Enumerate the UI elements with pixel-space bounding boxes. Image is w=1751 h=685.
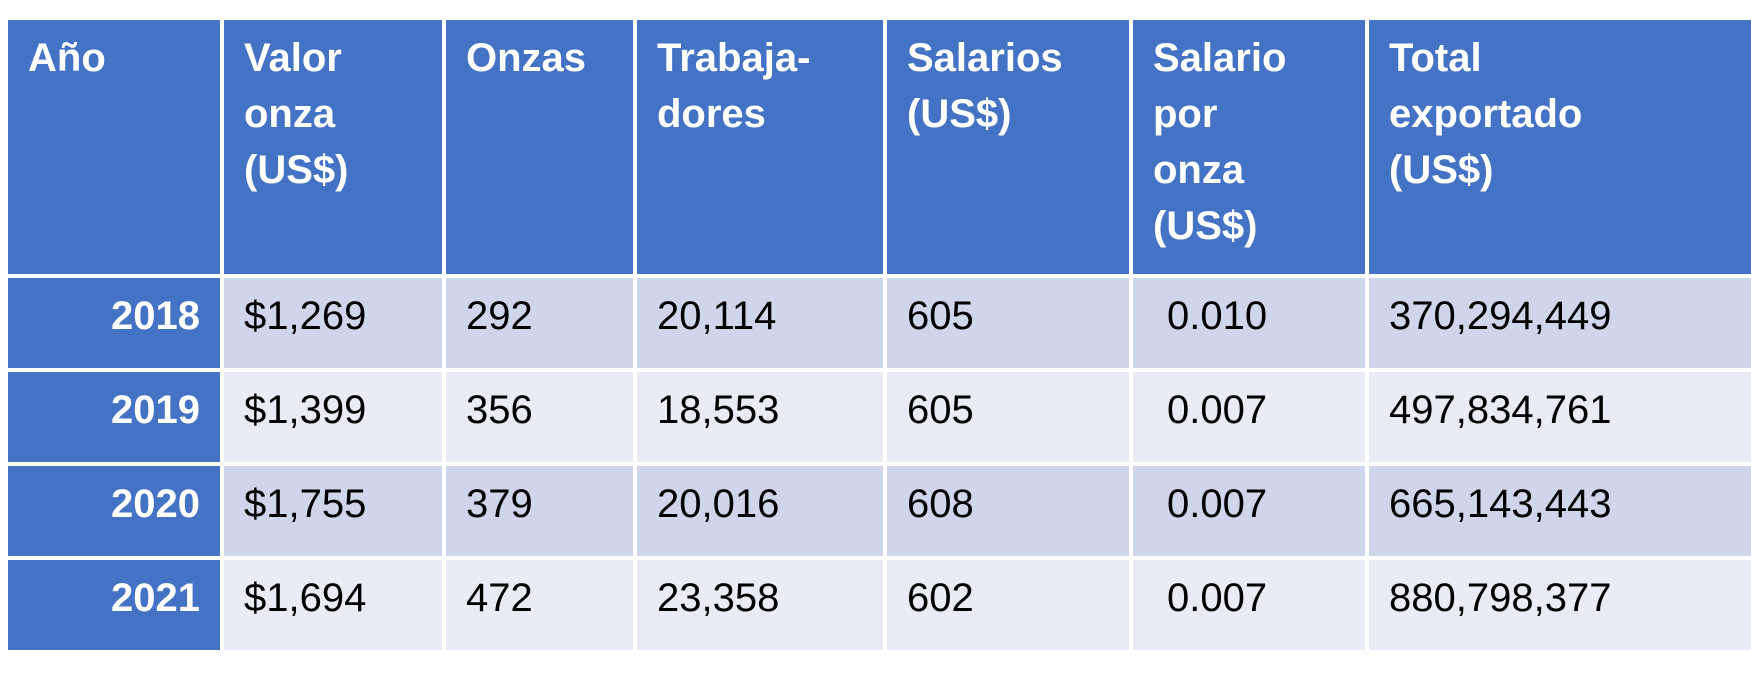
header-text: Valor xyxy=(244,36,342,80)
data-cell: 20,016 xyxy=(637,466,883,556)
header-text: Onzas xyxy=(466,36,587,80)
table-body: 2018 $1,269 292 20,114 605 0.010 370,294,449 20… xyxy=(8,278,1751,650)
header-text: Salario xyxy=(1153,36,1287,80)
data-cell: $1,755 xyxy=(224,466,442,556)
table-row: 2020 $1,755 379 20,016 608 0.007 665,143,443 xyxy=(8,466,1751,556)
header-text: onza xyxy=(1153,148,1245,192)
year-cell: 2019 xyxy=(8,372,220,462)
header-text: Trabaja- xyxy=(657,36,811,80)
header-text: Total xyxy=(1389,36,1482,80)
data-cell: $1,399 xyxy=(224,372,442,462)
data-cell: 370,294,449 xyxy=(1369,278,1751,368)
header-text: (US$) xyxy=(244,148,349,192)
year-cell: 2021 xyxy=(8,560,220,650)
header-text: Salarios xyxy=(907,36,1063,80)
data-cell: 605 xyxy=(887,372,1129,462)
data-cell: 292 xyxy=(446,278,633,368)
header-cell: Año xyxy=(8,20,220,274)
data-cell: 472 xyxy=(446,560,633,650)
table-row: 2018 $1,269 292 20,114 605 0.010 370,294,449 xyxy=(8,278,1751,368)
data-cell: 18,553 xyxy=(637,372,883,462)
data-cell: 880,798,377 xyxy=(1369,560,1751,650)
header-text: (US$) xyxy=(1153,204,1258,248)
data-cell: 379 xyxy=(446,466,633,556)
header-text: por xyxy=(1153,92,1218,136)
data-cell: 605 xyxy=(887,278,1129,368)
header-text: onza xyxy=(244,92,336,136)
data-cell: 20,114 xyxy=(637,278,883,368)
data-cell: 0.007 xyxy=(1133,560,1365,650)
data-cell: 0.007 xyxy=(1133,372,1365,462)
header-cell: Onzas xyxy=(446,20,633,274)
table-row: 2021 $1,694 472 23,358 602 0.007 880,798,377 xyxy=(8,560,1751,650)
header-cell: Salarios (US$) xyxy=(887,20,1129,274)
header-text: (US$) xyxy=(907,92,1012,136)
data-cell: 497,834,761 xyxy=(1369,372,1751,462)
data-cell: $1,694 xyxy=(224,560,442,650)
header-row: Año Valor onza (US$) Onzas Trabaja-dores Salar… xyxy=(8,20,1751,274)
header-text: exportado xyxy=(1389,92,1583,136)
header-text: Año xyxy=(28,36,106,80)
year-cell: 2018 xyxy=(8,278,220,368)
data-cell: 0.007 xyxy=(1133,466,1365,556)
header-cell: Salario por onza (US$) xyxy=(1133,20,1365,274)
header-text: dores xyxy=(657,92,766,136)
data-cell: 608 xyxy=(887,466,1129,556)
data-table: Año Valor onza (US$) Onzas Trabaja-dores Salar… xyxy=(4,16,1751,654)
data-cell: 0.010 xyxy=(1133,278,1365,368)
table-row: 2019 $1,399 356 18,553 605 0.007 497,834,761 xyxy=(8,372,1751,462)
year-cell: 2020 xyxy=(8,466,220,556)
data-cell: 665,143,443 xyxy=(1369,466,1751,556)
header-cell: Total exportado (US$) xyxy=(1369,20,1751,274)
data-cell: 602 xyxy=(887,560,1129,650)
header-cell: Valor onza (US$) xyxy=(224,20,442,274)
header-cell: Trabaja-dores xyxy=(637,20,883,274)
data-cell: $1,269 xyxy=(224,278,442,368)
data-cell: 356 xyxy=(446,372,633,462)
data-cell: 23,358 xyxy=(637,560,883,650)
header-text: (US$) xyxy=(1389,148,1494,192)
